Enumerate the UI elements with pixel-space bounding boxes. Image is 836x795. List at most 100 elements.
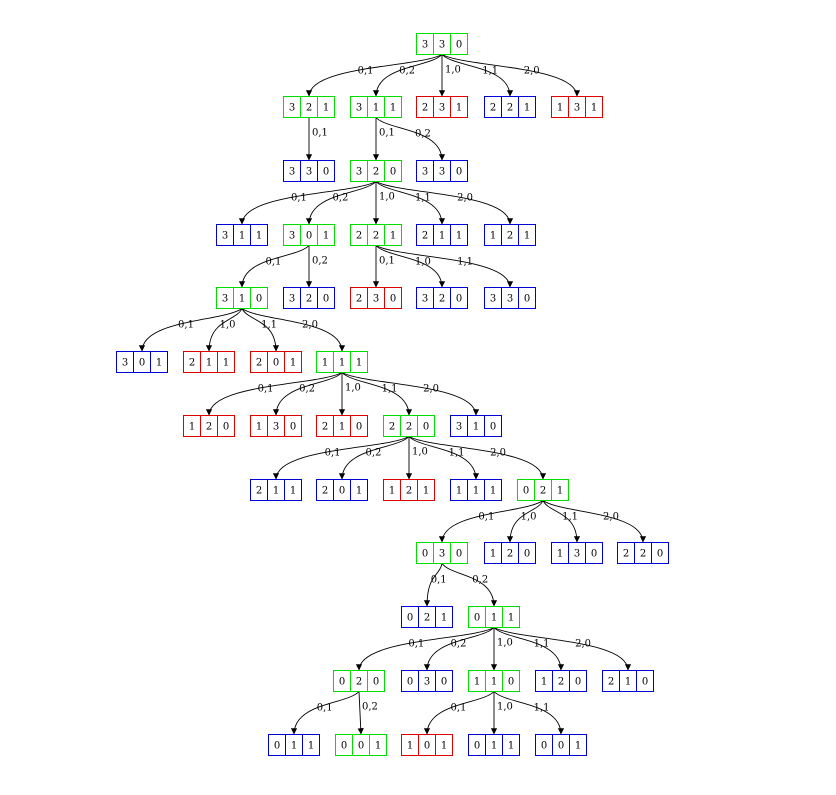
node-cell-value: 0: [474, 613, 480, 624]
edge-label: 1,0: [445, 65, 461, 76]
node-cell-value: 1: [239, 294, 245, 305]
node-cell-value: 1: [524, 231, 530, 242]
edge-label: 0,1: [478, 512, 494, 523]
node-box: [468, 606, 520, 628]
node-box: [216, 287, 268, 309]
edge: 1,0: [405, 436, 428, 480]
node-box: [416, 542, 468, 564]
node-cell-value: 0: [407, 613, 413, 624]
edge-label: 0,1: [408, 639, 424, 650]
edge-label: 1,0: [497, 702, 513, 713]
node-cell-value: 2: [256, 358, 262, 369]
edge-label: 0,1: [358, 66, 374, 77]
node-cell-value: 1: [625, 677, 631, 688]
node-cell-value: 1: [473, 422, 479, 433]
node-cell-value: 0: [422, 549, 428, 560]
node-cell-value: 3: [222, 231, 228, 242]
node-cell-value: 0: [273, 358, 279, 369]
node-cell-value: 2: [256, 486, 262, 497]
node-box: [416, 160, 468, 182]
edge-arrow: [238, 181, 377, 225]
node-cell-value: 1: [290, 358, 296, 369]
node-box: [183, 351, 235, 373]
edges-layer: 0,1 0,2 1,0 1,1 2,0 0,1 0,1 0,2 0,1 0,2 1,0 1,1 2,0 0…: [138, 54, 647, 735]
node-cell-value: 0: [323, 167, 329, 178]
node-cell-value: 2: [406, 422, 412, 433]
node-box: [484, 542, 536, 564]
node-cell-value: 3: [422, 40, 428, 51]
edge: 1,0: [372, 181, 395, 225]
edge-label: 0,2: [333, 193, 349, 204]
node-cell-value: 0: [642, 677, 648, 688]
node-cell-value: 2: [389, 422, 395, 433]
edge-label: 0,1: [312, 128, 328, 139]
node-box: [250, 479, 302, 501]
edge-label: 0,1: [325, 448, 341, 459]
node-cell-value: 3: [424, 677, 430, 688]
edge-label: 2,0: [490, 448, 506, 459]
node-cell-value: 3: [439, 103, 445, 114]
node-cell-value: 1: [456, 231, 462, 242]
edge: 0,2: [357, 691, 378, 735]
edge-label: 0,2: [366, 448, 382, 459]
node-box: [535, 670, 587, 692]
node-cell-value: 1: [441, 741, 447, 752]
edge: 2,0: [341, 372, 480, 416]
node-cell-value: 1: [456, 103, 462, 114]
edge: 0,1: [305, 117, 328, 161]
node-cell-value: 1: [375, 741, 381, 752]
node-cell-value: 1: [223, 358, 229, 369]
node-cell-value: 1: [189, 422, 195, 433]
node-cell-value: 1: [524, 103, 530, 114]
node-cell-value: 2: [558, 677, 564, 688]
node-cell-value: 1: [490, 486, 496, 497]
edge-label: 1,1: [534, 703, 550, 714]
node-box: [617, 542, 669, 564]
node-cell-value: 0: [356, 422, 362, 433]
node-cell-value: 2: [422, 231, 428, 242]
edge-label: 1,0: [521, 512, 537, 523]
edge-arrow: [408, 436, 547, 480]
edge-label: 0,1: [291, 193, 307, 204]
edge: 0,1: [438, 500, 544, 543]
node-cell-value: 1: [390, 103, 396, 114]
edge-arrow: [305, 54, 443, 97]
edge-arrow: [441, 563, 498, 607]
node-cell-value: 0: [423, 422, 429, 433]
node-cell-value: 1: [490, 231, 496, 242]
node-cell-value: 1: [557, 549, 563, 560]
node-box: [283, 96, 335, 118]
edge: 1,1: [375, 245, 514, 288]
node-box: [383, 415, 435, 437]
node-cell-value: 0: [424, 741, 430, 752]
node-cell-value: 1: [491, 613, 497, 624]
node-cell-value: 0: [456, 294, 462, 305]
node-cell-value: 3: [574, 549, 580, 560]
node-cell-value: 0: [341, 741, 347, 752]
node-cell-value: 3: [122, 358, 128, 369]
node-cell-value: 1: [291, 741, 297, 752]
node-cell-value: 3: [356, 103, 362, 114]
node-cell-value: 3: [289, 103, 295, 114]
node-cell-value: 1: [389, 486, 395, 497]
edge: 1,0: [205, 308, 243, 352]
node-box: [535, 734, 587, 756]
node-cell-value: 3: [289, 294, 295, 305]
node-cell-value: 2: [540, 486, 546, 497]
edge-arrow: [241, 308, 346, 352]
node-cell-value: 2: [623, 549, 629, 560]
node-box: [116, 351, 168, 373]
